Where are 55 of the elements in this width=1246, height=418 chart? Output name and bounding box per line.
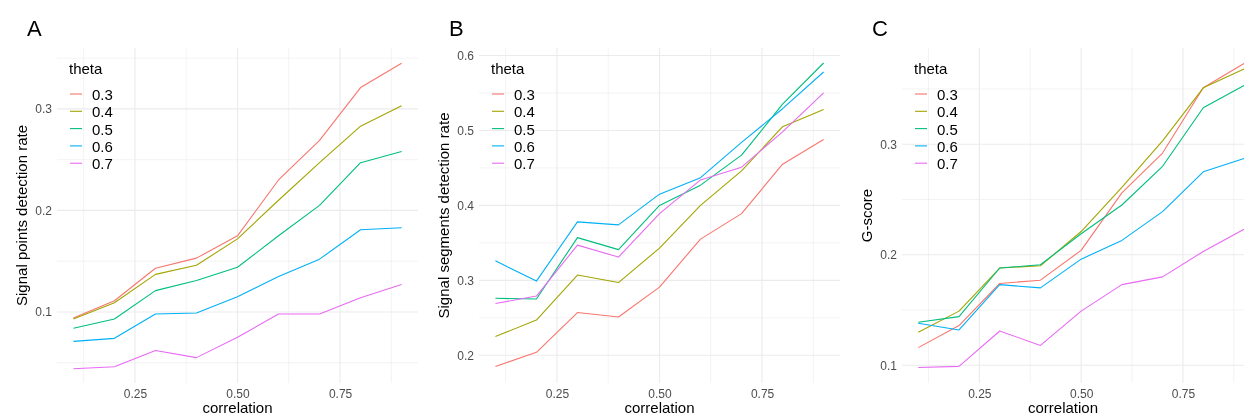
legend-label: 0.5 <box>514 120 535 138</box>
legend-label: 0.4 <box>514 103 535 121</box>
y-tick-label: 0.2 <box>457 348 475 363</box>
legend-title: theta <box>914 60 949 77</box>
x-tick-label: 0.75 <box>1171 386 1196 401</box>
line-series <box>917 158 1245 331</box>
y-tick-label: 0.3 <box>457 273 475 288</box>
line-series <box>72 150 403 329</box>
line-series <box>72 227 403 342</box>
x-axis-title: correlation <box>202 399 273 416</box>
legend-title: theta <box>69 60 104 77</box>
x-axis-title: correlation <box>624 399 695 416</box>
y-tick-label: 0.4 <box>457 198 475 213</box>
legend-label: 0.3 <box>937 86 958 103</box>
legend-label: 0.7 <box>92 155 113 173</box>
legend-label: 0.4 <box>937 103 958 121</box>
legend-label: 0.5 <box>92 120 113 138</box>
line-series <box>494 138 825 368</box>
chart-title: A <box>27 16 42 41</box>
y-tick-label: 0.2 <box>880 248 898 263</box>
y-tick-label: 0.3 <box>880 137 898 152</box>
y-axis-title: Signal points detection rate <box>13 125 30 306</box>
legend-label: 0.6 <box>514 137 535 155</box>
y-tick-label: 0.5 <box>457 123 475 138</box>
y-axis-title: Signal segments detection rate <box>435 112 452 319</box>
legend-label: 0.6 <box>937 137 958 155</box>
line-series <box>72 283 403 370</box>
legend-title: theta <box>491 60 526 77</box>
x-tick-label: 0.25 <box>545 386 570 401</box>
legend-label: 0.3 <box>514 86 535 103</box>
y-tick-label: 0.3 <box>35 102 53 117</box>
y-tick-label: 0.1 <box>880 358 898 373</box>
x-axis-title: correlation <box>1027 399 1099 416</box>
y-axis-title: G-score <box>858 188 875 243</box>
legend-label: 0.5 <box>937 120 958 138</box>
x-tick-label: 0.75 <box>750 386 775 401</box>
legend-label: 0.3 <box>92 86 113 103</box>
x-tick-label: 0.75 <box>328 386 353 401</box>
x-tick-label: 0.50 <box>1069 386 1094 401</box>
chart-title: C <box>872 16 888 41</box>
line-series <box>72 105 403 320</box>
x-tick-label: 0.25 <box>968 386 992 401</box>
x-tick-label: 0.25 <box>123 386 148 401</box>
legend-label: 0.7 <box>937 155 958 173</box>
chart-title: B <box>449 16 464 41</box>
legend-label: 0.7 <box>514 155 535 173</box>
legend-label: 0.6 <box>92 137 113 155</box>
x-tick-label: 0.50 <box>226 386 250 401</box>
y-tick-label: 0.1 <box>35 305 53 320</box>
y-tick-label: 0.6 <box>457 48 475 63</box>
x-tick-label: 0.50 <box>648 386 672 401</box>
line-series <box>917 228 1245 369</box>
y-tick-label: 0.2 <box>35 203 53 218</box>
legend-label: 0.4 <box>92 103 113 121</box>
line-series <box>494 108 825 338</box>
